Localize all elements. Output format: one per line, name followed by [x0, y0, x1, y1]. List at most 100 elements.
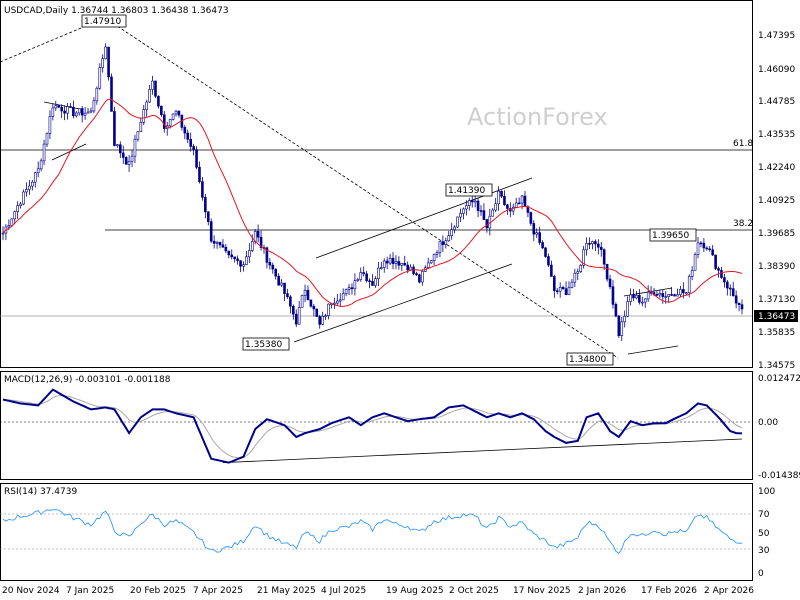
candle: [359, 267, 363, 282]
candle: [28, 180, 31, 195]
candle: [341, 288, 345, 301]
annotation-high-141390: 1.41390: [445, 183, 493, 197]
candle: [362, 266, 366, 277]
dashed-trendline-down: [104, 17, 619, 359]
annotation-box: [649, 228, 697, 242]
candle: [119, 141, 122, 158]
annotation-label: 1.39650: [652, 231, 689, 241]
candle: [45, 132, 49, 148]
annotation-label: 1.35380: [245, 340, 282, 350]
candle: [177, 110, 181, 118]
price-y-tick: 1.43535: [758, 130, 795, 140]
candle: [274, 268, 278, 280]
candle: [629, 288, 632, 306]
rsi-y-tick: 100: [758, 487, 775, 497]
candle: [658, 289, 662, 298]
candle: [277, 273, 280, 286]
candle: [429, 260, 433, 265]
rsi-panel-title: RSI(14) 37.4739: [4, 487, 77, 497]
candle: [77, 108, 81, 116]
candle: [268, 258, 272, 270]
candle: [544, 247, 547, 258]
candle: [608, 274, 612, 290]
candle: [632, 288, 635, 302]
candle: [245, 251, 248, 266]
rsi-line: [2, 509, 742, 554]
candle: [350, 283, 354, 295]
annotation-label: 1.34800: [569, 355, 606, 365]
candle: [564, 281, 568, 296]
candle: [655, 290, 659, 297]
candle: [75, 111, 78, 118]
price-y-tick: 1.40925: [758, 196, 795, 206]
price-y-tick: 1.47395: [758, 31, 795, 41]
candle: [86, 107, 90, 114]
annotation-box: [445, 183, 493, 197]
rsi-y-tick: 50: [758, 529, 770, 539]
x-tick-labels: 20 Nov 2024 7 Jan 2025 20 Feb 2025 7 Apr…: [2, 586, 754, 596]
candle: [283, 282, 286, 301]
candle: [183, 125, 187, 140]
candle: [63, 105, 66, 121]
candle: [570, 279, 574, 289]
candle: [139, 117, 143, 133]
candle: [101, 54, 105, 73]
annotation-high-147910: 1.47910: [81, 14, 127, 28]
candle: [201, 176, 204, 201]
candle: [640, 296, 644, 307]
fib-level-label-618: 61.8: [733, 139, 753, 149]
x-tick: 2 Oct 2025: [449, 586, 499, 596]
candle: [728, 284, 732, 297]
candle: [435, 250, 439, 259]
candle: [353, 273, 357, 296]
candle: [306, 285, 310, 301]
candle: [591, 240, 594, 250]
candle: [479, 205, 483, 216]
current-price-label: 1.36473: [758, 312, 795, 322]
candle: [447, 230, 451, 242]
candle: [127, 155, 131, 172]
channel-lower-line: [293, 263, 513, 343]
candle: [561, 285, 565, 290]
candle: [517, 197, 521, 205]
candle: [16, 201, 19, 219]
candle: [271, 262, 275, 274]
candle: [379, 261, 383, 270]
price-panel-title: USDCAD,Daily 1.36744 1.36803 1.36438 1.3…: [4, 6, 229, 16]
candle: [394, 255, 398, 270]
candle: [248, 243, 251, 263]
x-tick: 17 Nov 2025: [513, 586, 571, 596]
price-panel-frame: [0, 0, 753, 368]
candle: [83, 107, 87, 120]
x-tick: 17 Feb 2026: [641, 586, 697, 596]
candle: [130, 149, 134, 168]
candle: [154, 80, 157, 99]
candle: [467, 197, 471, 211]
candle: [400, 262, 404, 272]
candle: [503, 190, 506, 206]
candle: [382, 258, 386, 273]
macd-trendline: [222, 438, 743, 464]
candle: [69, 103, 72, 108]
candle: [388, 253, 392, 266]
candle: [157, 95, 160, 109]
candle: [333, 297, 336, 309]
candle: [356, 277, 360, 283]
candle: [705, 246, 709, 251]
candle: [573, 268, 577, 288]
candle: [673, 293, 676, 297]
macd-y-tick: 0.012472: [758, 374, 800, 384]
candle: [717, 266, 720, 278]
rsi-y-tick: 0: [758, 569, 764, 579]
candle: [506, 203, 509, 215]
candle: [315, 308, 319, 317]
candle: [204, 193, 207, 219]
candle: [497, 186, 500, 211]
candle: [365, 270, 368, 283]
candle: [286, 288, 289, 299]
candle: [459, 208, 462, 222]
candle: [579, 264, 583, 274]
candle: [25, 182, 28, 197]
macd-y-tick: -0.014389: [758, 471, 800, 481]
